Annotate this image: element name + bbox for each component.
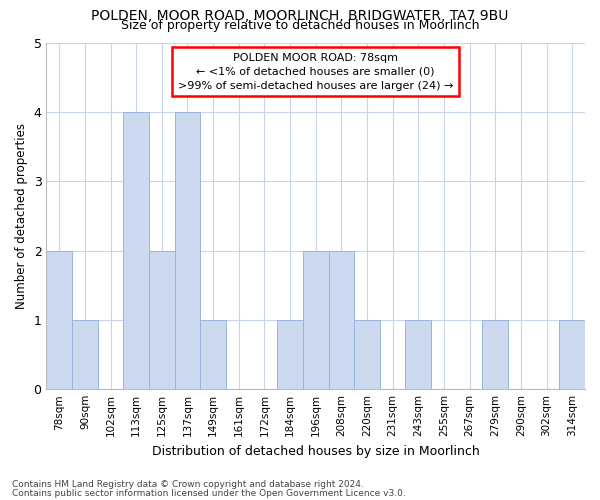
- Bar: [277, 320, 303, 389]
- Bar: [124, 112, 149, 389]
- Bar: [482, 320, 508, 389]
- Bar: [149, 250, 175, 389]
- Bar: [200, 320, 226, 389]
- Text: Contains public sector information licensed under the Open Government Licence v3: Contains public sector information licen…: [12, 488, 406, 498]
- Bar: [406, 320, 431, 389]
- Text: Contains HM Land Registry data © Crown copyright and database right 2024.: Contains HM Land Registry data © Crown c…: [12, 480, 364, 489]
- Bar: [354, 320, 380, 389]
- Bar: [46, 250, 72, 389]
- Text: POLDEN MOOR ROAD: 78sqm
← <1% of detached houses are smaller (0)
>99% of semi-de: POLDEN MOOR ROAD: 78sqm ← <1% of detache…: [178, 53, 454, 91]
- Text: Size of property relative to detached houses in Moorlinch: Size of property relative to detached ho…: [121, 19, 479, 32]
- Bar: [559, 320, 585, 389]
- Bar: [329, 250, 354, 389]
- Bar: [303, 250, 329, 389]
- Y-axis label: Number of detached properties: Number of detached properties: [15, 123, 28, 309]
- X-axis label: Distribution of detached houses by size in Moorlinch: Distribution of detached houses by size …: [152, 444, 479, 458]
- Bar: [175, 112, 200, 389]
- Bar: [72, 320, 98, 389]
- Text: POLDEN, MOOR ROAD, MOORLINCH, BRIDGWATER, TA7 9BU: POLDEN, MOOR ROAD, MOORLINCH, BRIDGWATER…: [91, 9, 509, 23]
